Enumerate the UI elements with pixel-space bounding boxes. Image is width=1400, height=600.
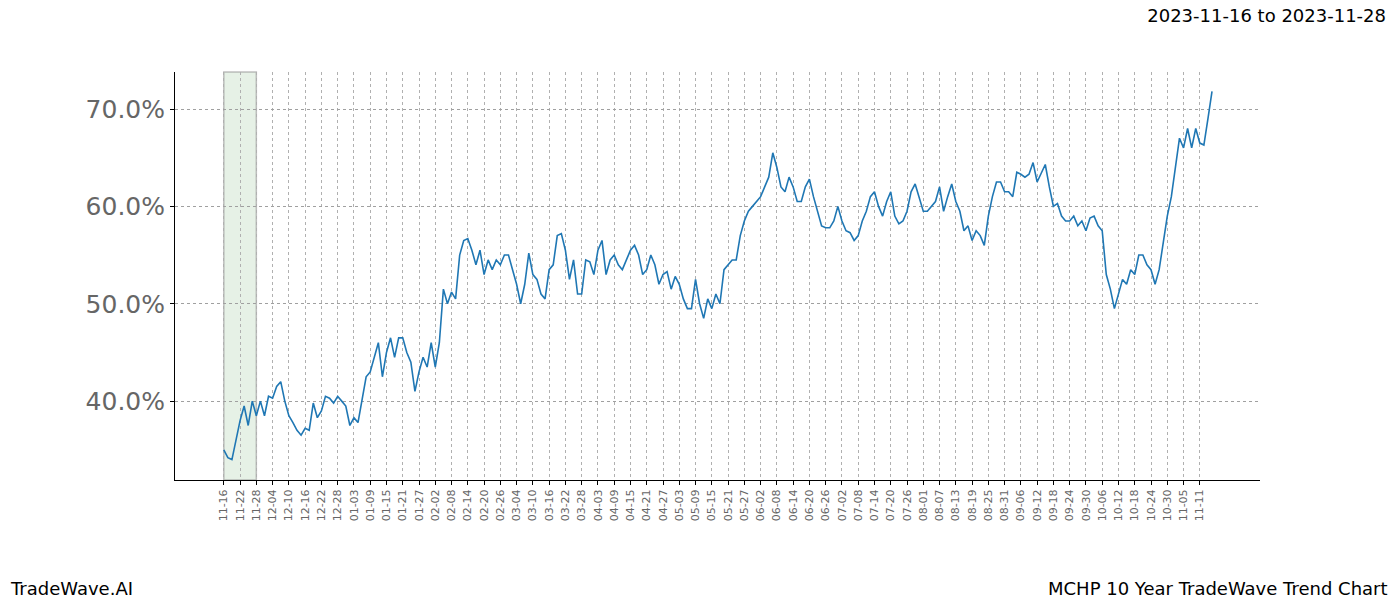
svg-text:06-08: 06-08 [770, 489, 783, 521]
svg-text:02-08: 02-08 [445, 489, 458, 521]
svg-text:03-28: 03-28 [575, 489, 588, 521]
svg-text:07-14: 07-14 [868, 489, 881, 521]
svg-text:01-15: 01-15 [380, 489, 393, 521]
svg-text:09-24: 09-24 [1063, 489, 1076, 521]
svg-text:05-15: 05-15 [705, 489, 718, 521]
svg-text:06-26: 06-26 [819, 489, 832, 521]
svg-text:02-26: 02-26 [494, 489, 507, 521]
svg-text:10-18: 10-18 [1128, 489, 1141, 521]
svg-text:09-18: 09-18 [1047, 489, 1060, 521]
svg-text:04-27: 04-27 [657, 489, 670, 521]
svg-text:03-22: 03-22 [559, 489, 572, 521]
svg-text:01-21: 01-21 [396, 489, 409, 521]
svg-text:08-01: 08-01 [917, 489, 930, 521]
svg-text:02-14: 02-14 [461, 489, 474, 521]
svg-text:11-11: 11-11 [1193, 489, 1206, 521]
svg-text:TradeWave.AI: TradeWave.AI [10, 578, 133, 599]
svg-text:60.0%: 60.0% [86, 192, 165, 221]
svg-text:10-24: 10-24 [1145, 489, 1158, 521]
svg-text:05-27: 05-27 [738, 489, 751, 521]
svg-text:07-20: 07-20 [884, 489, 897, 521]
svg-text:08-13: 08-13 [949, 489, 962, 521]
svg-text:12-04: 12-04 [266, 489, 279, 521]
svg-text:11-28: 11-28 [250, 489, 263, 521]
svg-text:08-31: 08-31 [998, 489, 1011, 521]
svg-text:01-09: 01-09 [364, 489, 377, 521]
svg-text:12-10: 12-10 [282, 489, 295, 521]
svg-text:40.0%: 40.0% [86, 387, 165, 416]
svg-text:11-16: 11-16 [217, 489, 230, 521]
svg-text:03-04: 03-04 [510, 489, 523, 521]
svg-text:MCHP 10 Year TradeWave Trend C: MCHP 10 Year TradeWave Trend Chart [1048, 578, 1388, 599]
svg-text:2023-11-16 to 2023-11-28: 2023-11-16 to 2023-11-28 [1147, 5, 1386, 26]
svg-text:50.0%: 50.0% [86, 290, 165, 319]
svg-text:08-19: 08-19 [966, 489, 979, 521]
svg-text:04-09: 04-09 [608, 489, 621, 521]
svg-text:03-10: 03-10 [526, 489, 539, 521]
svg-text:09-30: 09-30 [1080, 489, 1093, 521]
svg-text:02-02: 02-02 [429, 489, 442, 521]
svg-text:10-06: 10-06 [1096, 489, 1109, 521]
svg-text:05-03: 05-03 [673, 489, 686, 521]
svg-text:09-06: 09-06 [1014, 489, 1027, 521]
svg-text:10-30: 10-30 [1161, 489, 1174, 521]
svg-text:12-22: 12-22 [315, 489, 328, 521]
svg-text:01-27: 01-27 [413, 489, 426, 521]
svg-text:11-22: 11-22 [234, 489, 247, 521]
svg-text:06-14: 06-14 [787, 489, 800, 521]
svg-text:12-28: 12-28 [331, 489, 344, 521]
svg-text:05-09: 05-09 [689, 489, 702, 521]
svg-text:10-12: 10-12 [1112, 489, 1125, 521]
svg-text:01-03: 01-03 [348, 489, 361, 521]
svg-text:07-02: 07-02 [836, 489, 849, 521]
svg-text:04-15: 04-15 [624, 489, 637, 521]
svg-text:07-26: 07-26 [901, 489, 914, 521]
svg-text:09-12: 09-12 [1031, 489, 1044, 521]
svg-text:08-25: 08-25 [982, 489, 995, 521]
svg-text:02-20: 02-20 [478, 489, 491, 521]
svg-text:07-08: 07-08 [852, 489, 865, 521]
svg-text:12-16: 12-16 [299, 489, 312, 521]
svg-text:06-20: 06-20 [803, 489, 816, 521]
svg-text:11-05: 11-05 [1177, 489, 1190, 521]
svg-text:04-21: 04-21 [640, 489, 653, 521]
svg-text:70.0%: 70.0% [86, 95, 165, 124]
svg-text:03-16: 03-16 [543, 489, 556, 521]
svg-text:08-07: 08-07 [933, 489, 946, 521]
svg-text:06-02: 06-02 [754, 489, 767, 521]
svg-text:04-03: 04-03 [592, 489, 605, 521]
svg-text:05-21: 05-21 [722, 489, 735, 521]
